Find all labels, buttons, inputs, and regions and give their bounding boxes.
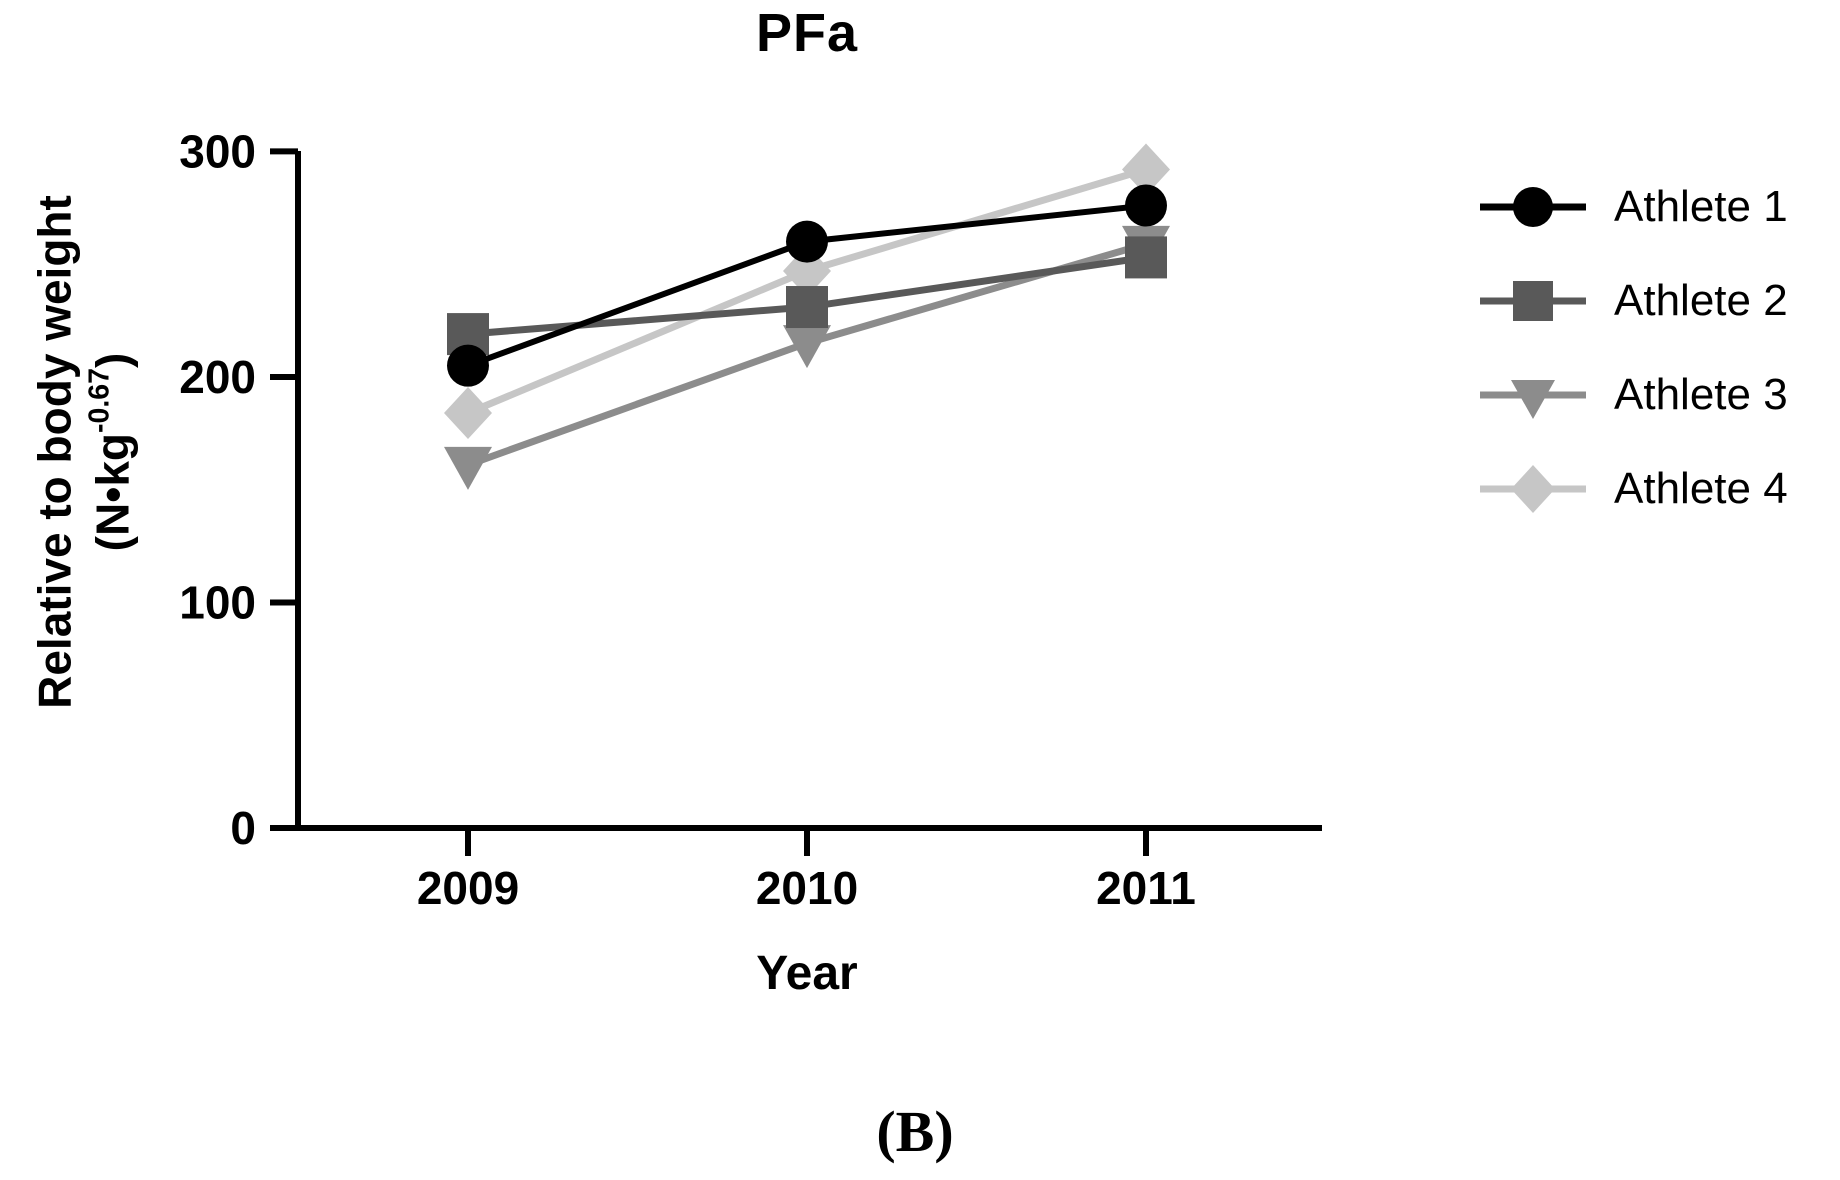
series-marker-triangle-down: [783, 325, 831, 369]
y-tick-label: 200: [179, 351, 256, 403]
legend-item: Athlete 1: [1478, 160, 1788, 254]
legend: Athlete 1 Athlete 2 Athlete 3 Athlete 4: [1478, 160, 1788, 536]
x-tick-label: 2011: [1096, 862, 1196, 914]
legend-label: Athlete 3: [1614, 370, 1788, 419]
legend-label: Athlete 1: [1614, 182, 1788, 231]
series-marker-circle: [447, 344, 489, 387]
series-marker-diamond: [783, 244, 831, 297]
y-tick-label: 300: [179, 125, 256, 177]
series-marker-diamond: [1122, 143, 1170, 196]
legend-marker-diamond-icon: [1480, 465, 1586, 513]
series-marker-square: [786, 286, 828, 329]
series-marker-triangle-down: [444, 446, 492, 490]
chart-title: PFa: [755, 3, 859, 63]
legend-item: Athlete 4: [1478, 442, 1788, 536]
series-marker-diamond: [444, 387, 492, 440]
legend-marker-triangle-down-icon: [1480, 380, 1586, 419]
legend-marker-circle-icon: [1480, 187, 1586, 227]
legend-label: Athlete 2: [1614, 276, 1788, 325]
legend-item: Athlete 2: [1478, 254, 1788, 348]
x-tick-label: 2009: [417, 862, 519, 914]
series-marker-circle: [1125, 184, 1167, 227]
legend-marker-square-icon: [1480, 281, 1586, 321]
series-marker-circle: [786, 220, 828, 263]
series-marker-square: [1125, 236, 1167, 279]
x-tick-label: 2010: [756, 862, 858, 914]
legend-label: Athlete 4: [1614, 464, 1788, 513]
legend-item: Athlete 3: [1478, 348, 1788, 442]
y-tick-label: 0: [230, 802, 256, 854]
x-axis-label: Year: [756, 947, 858, 1000]
y-tick-label: 100: [179, 576, 256, 628]
figure-caption: (B): [876, 1099, 954, 1164]
